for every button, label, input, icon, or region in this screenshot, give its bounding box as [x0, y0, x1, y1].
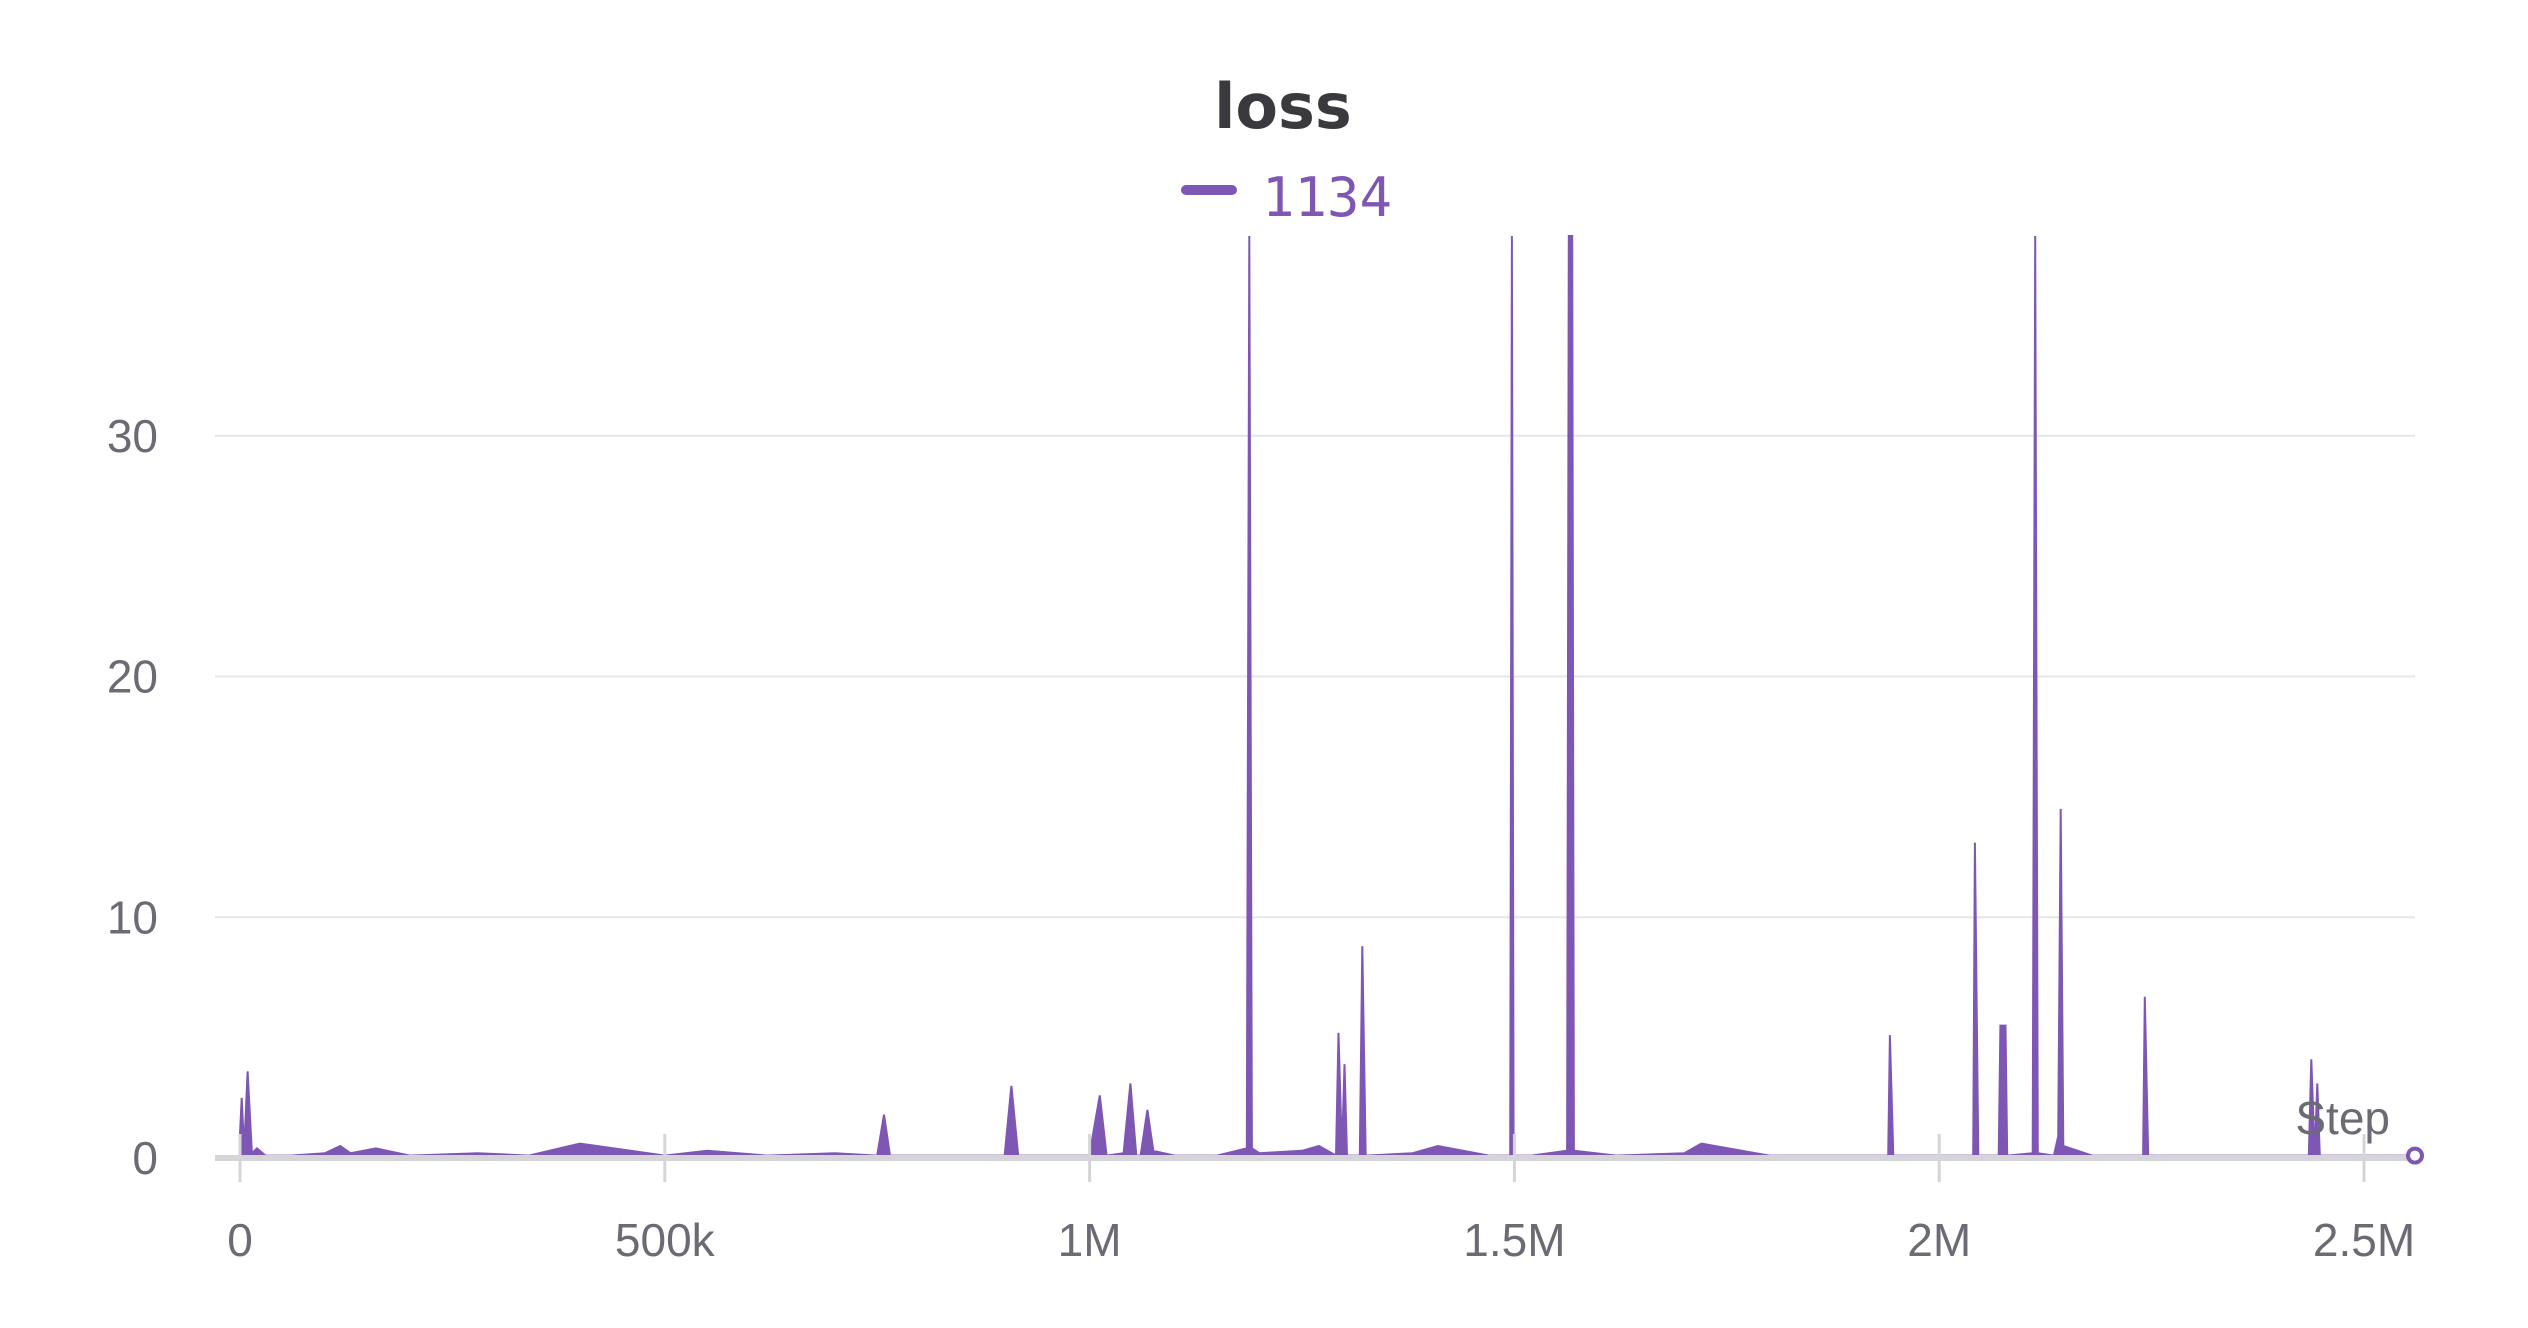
- x-axis-title: Step: [2295, 1092, 2390, 1144]
- series-end-marker[interactable]: [2406, 1146, 2424, 1165]
- chart-title: loss: [1214, 70, 1352, 143]
- x-tick-label-0: 0: [227, 1214, 253, 1266]
- x-tick-label-3: 1.5M: [1463, 1214, 1565, 1266]
- y-tick-label-2: 20: [107, 651, 158, 703]
- legend-series-label: 1134: [1262, 166, 1392, 229]
- x-tick-label-2: 1M: [1058, 1214, 1122, 1266]
- y-tick-label-3: 30: [107, 410, 158, 462]
- y-tick-label-1: 10: [107, 891, 158, 943]
- x-tick-label-5: 2.5M: [2313, 1214, 2415, 1266]
- x-axis: 0 500k 1M 1.5M 2M 2.5M: [215, 1134, 2415, 1266]
- series-line-1134[interactable]: [239, 235, 2416, 1159]
- y-axis: 0 10 20 30: [107, 410, 158, 1184]
- legend[interactable]: 1134: [1181, 166, 1392, 229]
- x-tick-label-4: 2M: [1907, 1214, 1971, 1266]
- y-tick-label-0: 0: [132, 1132, 158, 1184]
- x-tick-label-1: 500k: [615, 1214, 716, 1266]
- plot-area: [239, 235, 2416, 1159]
- grid: [215, 434, 2415, 919]
